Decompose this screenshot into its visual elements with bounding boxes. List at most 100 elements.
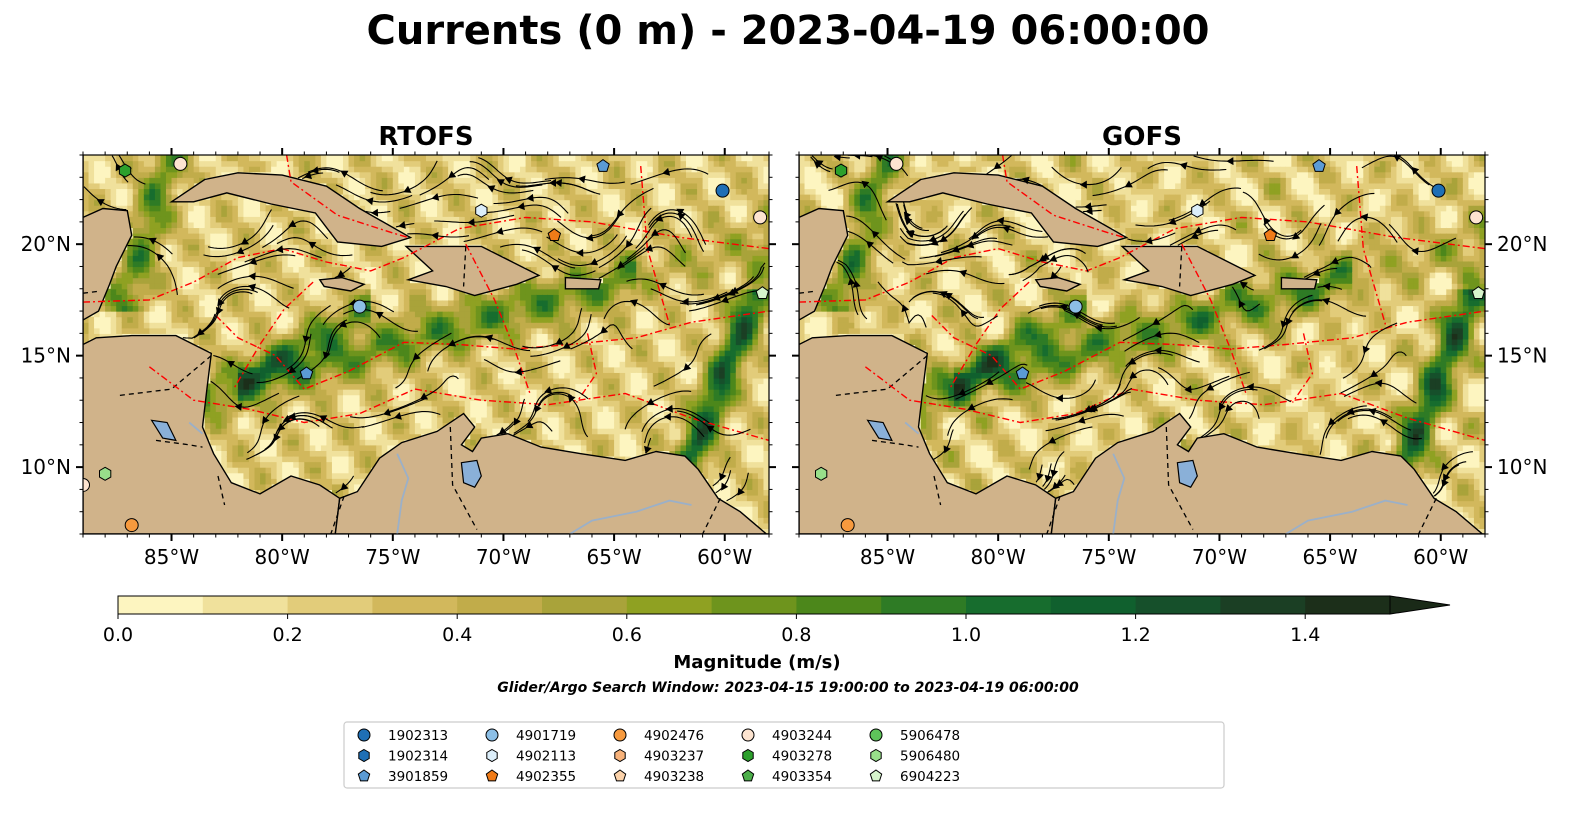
colorbar-tick-label: 0.0 — [103, 624, 133, 646]
legend-box — [343, 721, 1225, 789]
legend-entry: 6904223 — [869, 769, 960, 785]
colorbar-bin — [372, 596, 458, 614]
y-tick-label: 15°N — [1497, 344, 1547, 368]
river — [1112, 453, 1126, 534]
national-border — [1178, 246, 1183, 287]
x-tick-label: 80°W — [971, 545, 1026, 569]
panel-title: GOFS — [1102, 122, 1182, 152]
float-marker-4903244 — [173, 156, 188, 171]
float-marker-3901859 — [1015, 366, 1030, 380]
national-border — [1165, 426, 1194, 530]
legend-label: 3901859 — [388, 769, 448, 785]
colorbar-bin — [1050, 596, 1137, 614]
float-marker-4902355 — [547, 228, 562, 241]
figure-title: Currents (0 m) - 2023-04-19 06:00:00 — [367, 8, 1210, 54]
float-marker-4903278 — [834, 163, 848, 178]
river — [396, 453, 410, 534]
colorbar-extend-arrow — [1389, 595, 1451, 615]
float-marker-3901859 — [1312, 158, 1326, 172]
legend-entry: 4903238 — [613, 769, 704, 785]
colorbar-bin — [1305, 596, 1391, 614]
map-panel-gofs: GOFS 85°W 80°W 75°W 70°W 65°W 60°W 10°N 15°N 20°N — [792, 122, 1547, 569]
x-tick-label: 80°W — [255, 545, 310, 569]
national-border — [933, 475, 942, 506]
float-marker-4903244 — [83, 477, 90, 492]
float-marker-5906480 — [99, 466, 112, 481]
legend-marker-hexagon — [870, 748, 882, 763]
x-tick-label: 70°W — [476, 545, 531, 569]
legend-label: 4903244 — [772, 728, 832, 744]
colorbar-bin — [542, 596, 628, 614]
float-marker-4903244 — [1469, 210, 1484, 225]
national-border — [155, 439, 203, 448]
colorbar-bin — [287, 596, 373, 614]
colorbar-bin — [202, 596, 289, 614]
float-marker-4903244 — [889, 156, 904, 171]
map-frame — [798, 154, 1486, 535]
legend-marker-hexagon — [614, 748, 626, 763]
y-tick-label: 10°N — [1497, 455, 1547, 479]
legend-marker-hexagon — [358, 748, 370, 763]
river — [188, 421, 204, 435]
speed-field — [83, 155, 769, 534]
float-legend: 1902313 1902314 3901859 4901719 4902113 49023… — [343, 721, 1225, 789]
colorbar-bin — [457, 596, 543, 614]
legend-entry: 5906480 — [870, 748, 960, 765]
legend-entry: 4902113 — [486, 748, 576, 765]
colorbar-bin — [118, 596, 204, 614]
float-marker-4902476 — [840, 518, 855, 533]
legend-label: 4903354 — [772, 769, 832, 785]
legend-entry: 4901719 — [485, 728, 576, 744]
legend-label: 1902313 — [388, 728, 448, 744]
national-border — [701, 498, 721, 534]
lake — [866, 419, 893, 442]
legend-marker-hexagon — [486, 748, 498, 763]
national-border — [83, 290, 101, 294]
float-marker-3901859 — [596, 158, 610, 172]
x-tick-label: 60°W — [697, 545, 752, 569]
y-tick-label: 20°N — [21, 232, 71, 256]
colorbar-tick-label: 1.0 — [951, 624, 981, 646]
legend-marker-pentagon — [357, 769, 371, 782]
colorbar-bin — [1135, 596, 1221, 614]
x-tick-label: 85°W — [144, 545, 199, 569]
national-border — [1417, 498, 1437, 534]
legend-entry: 4903354 — [741, 769, 832, 785]
x-tick-label: 75°W — [365, 545, 420, 569]
colorbar-tick-label: 1.4 — [1290, 624, 1320, 646]
float-marker-6904223 — [755, 286, 769, 299]
colorbar-tick-label: 0.8 — [781, 624, 811, 646]
y-tick-label: 20°N — [1497, 232, 1547, 256]
colorbar-label: Magnitude (m/s) — [673, 652, 840, 673]
float-marker-4902476 — [124, 518, 139, 533]
streamlines — [810, 155, 1473, 497]
legend-label: 5906478 — [900, 728, 960, 744]
float-marker-5906480 — [815, 466, 828, 481]
float-marker-4903244 — [753, 210, 768, 225]
land-mass — [169, 172, 413, 248]
colorbar-bin — [796, 596, 882, 614]
legend-entry: 1902313 — [357, 728, 448, 744]
legend-marker-pentagon — [741, 769, 755, 782]
legend-marker-circle — [613, 728, 627, 742]
streamlines — [83, 155, 767, 502]
eez-boundaries — [799, 155, 1485, 442]
land-mass — [885, 172, 1129, 248]
colorbar-tick-label: 0.4 — [442, 624, 472, 646]
lake — [460, 459, 482, 488]
legend-entry: 4902476 — [613, 728, 704, 744]
river — [569, 499, 692, 534]
land-mass — [1280, 276, 1318, 290]
legend-marker-hexagon — [742, 748, 754, 763]
colorbar-bin — [1220, 596, 1306, 614]
float-marker-4902355 — [1263, 228, 1278, 241]
colorbar-bin — [626, 596, 713, 614]
national-border — [799, 290, 817, 294]
float-marker-1902313 — [1431, 183, 1446, 198]
x-tick-label: 70°W — [1192, 545, 1247, 569]
legend-marker-circle — [741, 728, 755, 742]
float-marker-4903278 — [118, 163, 132, 178]
land-mass — [564, 276, 602, 290]
legend-marker-circle — [869, 728, 883, 742]
